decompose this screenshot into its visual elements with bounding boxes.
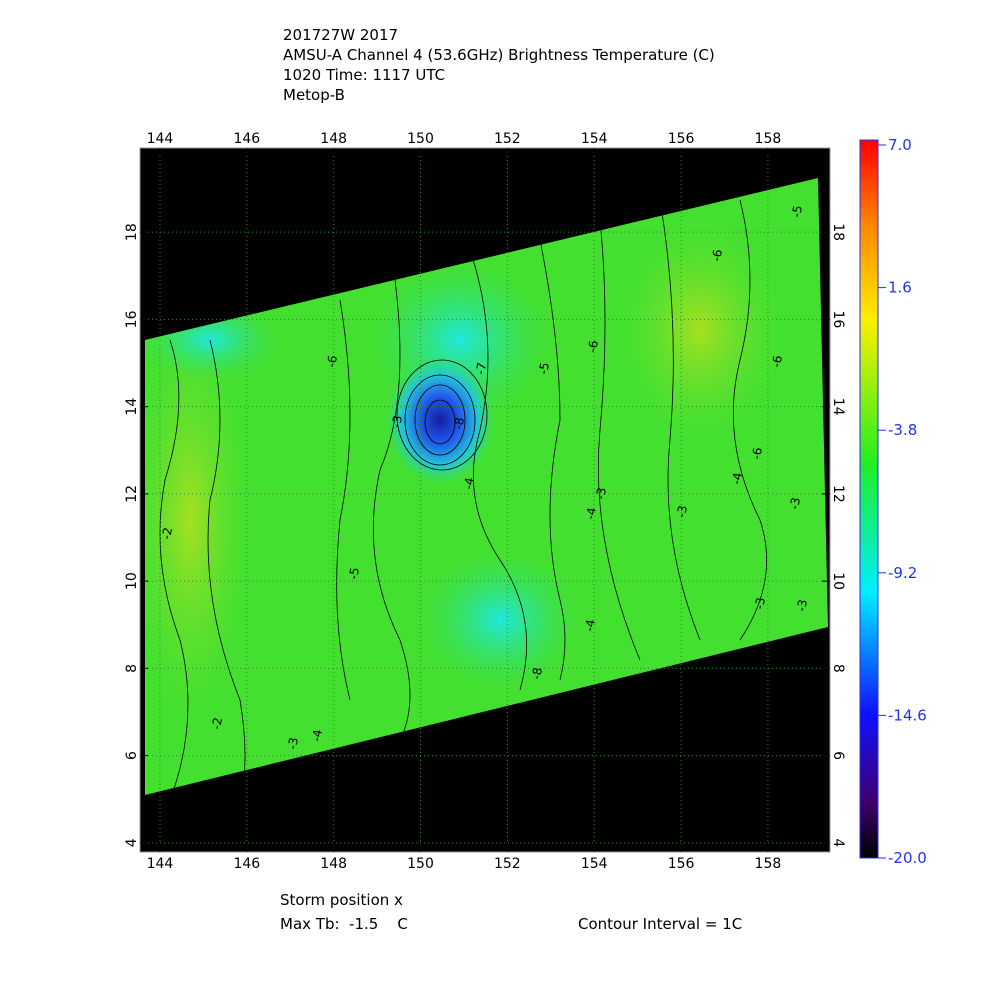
contour-label: -3	[593, 486, 609, 500]
lat-label: 14	[124, 398, 140, 416]
lat-label: 14	[830, 398, 846, 416]
contour-label: -2	[159, 526, 175, 540]
lat-label: 4	[830, 838, 846, 847]
contour-label: -4	[461, 476, 477, 490]
lon-label: 150	[407, 131, 434, 147]
max-tb: Max Tb: -1.5 C	[280, 915, 408, 933]
colorbar-label: -3.8	[888, 421, 917, 439]
contour-label: -6	[585, 339, 601, 353]
contour-label: -4	[729, 471, 745, 485]
storm-core	[385, 355, 495, 485]
lon-label: 148	[320, 131, 347, 147]
contour-label: -3	[794, 598, 810, 612]
header-line: 1020 Time: 1117 UTC	[283, 66, 445, 84]
colorbar-label: 1.6	[888, 279, 912, 297]
colorbar-label: 7.0	[888, 136, 912, 154]
contour-label: -3	[674, 504, 690, 518]
contour-label: -2	[209, 716, 225, 730]
contour-label: -5	[789, 204, 805, 218]
contour-label: -6	[709, 248, 725, 262]
lon-label: 156	[668, 131, 695, 147]
contour-label: -4	[309, 728, 325, 742]
colorbar-label: -9.2	[888, 564, 917, 582]
lat-label: 6	[830, 751, 846, 760]
contour-label: -6	[749, 446, 765, 460]
lat-label: 10	[830, 572, 846, 590]
colorbar-label: -20.0	[888, 849, 927, 867]
contour-label: -3	[787, 496, 803, 510]
grid	[140, 148, 830, 852]
lon-label: 156	[668, 856, 695, 872]
lon-label: 146	[233, 131, 260, 147]
lat-label: 10	[124, 572, 140, 590]
lat-label: 8	[124, 664, 140, 673]
lat-label: 16	[830, 311, 846, 329]
lon-label: 152	[494, 131, 521, 147]
lon-label: 144	[147, 131, 174, 147]
colorbar-label: -14.6	[888, 706, 927, 724]
colorbar-ticks: 7.0 1.6 -3.8 -9.2 -14.6 -20.0	[878, 136, 927, 867]
header: 201727W 2017 AMSU-A Channel 4 (53.6GHz) B…	[283, 26, 715, 104]
lat-label: 12	[830, 485, 846, 503]
storm-position: Storm position x	[280, 891, 403, 909]
contour-label: -6	[324, 354, 340, 368]
contour-label: -8	[451, 416, 467, 430]
header-line: AMSU-A Channel 4 (53.6GHz) Brightness Te…	[283, 46, 715, 64]
contour-labels: -5 -6 -6 -7 -5 -8 -6 -4 -3 -4 -3 -2 -5 -8 -2 -3 -4 -3 -4 -3…	[159, 204, 810, 750]
header-line: Metop-B	[283, 86, 345, 104]
lon-label: 148	[320, 856, 347, 872]
header-line: 201727W 2017	[283, 26, 398, 44]
lat-label: 4	[124, 838, 140, 847]
lat-label: 8	[830, 664, 846, 673]
lon-label: 150	[407, 856, 434, 872]
contour-label: -6	[769, 354, 785, 368]
lon-label: 154	[581, 856, 608, 872]
warm-area	[145, 320, 250, 720]
contour-label: -5	[536, 361, 552, 375]
lat-label: 6	[124, 751, 140, 760]
ticks: 1441441461461481481501501521521541541561…	[124, 131, 846, 872]
lon-label: 152	[494, 856, 521, 872]
lon-label: 146	[233, 856, 260, 872]
lon-label: 154	[581, 131, 608, 147]
cold-area	[420, 550, 580, 690]
warm-area	[620, 220, 780, 440]
lon-label: 144	[147, 856, 174, 872]
contour-interval: Contour Interval = 1C	[578, 915, 742, 933]
contour-label: -3	[285, 736, 301, 750]
contour-label: -4	[583, 506, 599, 520]
lon-label: 158	[755, 131, 782, 147]
contour-label: -5	[346, 566, 362, 580]
contour-label: -4	[582, 618, 598, 632]
lat-label: 18	[830, 223, 846, 241]
lat-label: 18	[124, 223, 140, 241]
contour-label: -7	[473, 361, 489, 375]
contour-label: -3	[752, 596, 768, 610]
contours	[159, 199, 768, 795]
lon-label: 158	[755, 856, 782, 872]
colorbar	[859, 139, 879, 859]
lat-label: 12	[124, 485, 140, 503]
contour-label: -3	[389, 414, 405, 428]
contour-label: -8	[529, 666, 545, 680]
lat-label: 16	[124, 310, 140, 328]
